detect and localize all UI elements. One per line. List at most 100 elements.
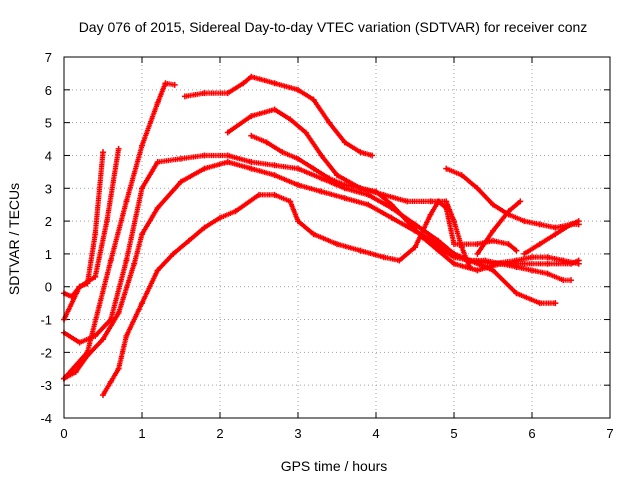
- data-point-track-5-5: [139, 185, 145, 192]
- series-layer: [61, 73, 582, 399]
- data-point-track-4-11: [248, 165, 255, 172]
- data-point-track-2-3: [103, 218, 110, 225]
- data-point-track-5-1: [76, 339, 83, 346]
- data-point-track-4-5: [131, 260, 138, 267]
- data-point-track-5-12: [295, 165, 301, 172]
- data-point-track-4-6: [139, 231, 145, 238]
- data-point-track-13-2: [552, 231, 559, 238]
- data-point-track-4-7: [154, 204, 161, 211]
- data-point-track-8-9: [404, 198, 411, 205]
- data-point-track-6-12: [271, 191, 278, 198]
- data-point-track-13-3: [568, 221, 574, 228]
- data-point-track-9-2: [279, 149, 286, 156]
- data-point-track-7-1: [201, 90, 208, 97]
- data-point-track-6-9: [217, 214, 223, 221]
- y-tick-label-1: -3: [40, 378, 52, 393]
- series-track-11: [419, 234, 574, 284]
- y-tick-label-9: 5: [45, 116, 52, 131]
- data-point-track-8-3: [287, 116, 294, 123]
- data-point-track-12-2: [505, 208, 512, 215]
- data-point-track-6-6: [170, 250, 177, 257]
- data-point-track-12-3: [517, 198, 524, 205]
- data-point-track-4-17: [388, 214, 395, 221]
- data-point-track-6-16: [334, 241, 340, 248]
- x-tick-label-3: 3: [294, 426, 301, 441]
- data-point-track-4-9: [201, 165, 208, 172]
- data-point-track-7-0: [181, 93, 188, 100]
- data-point-track-9-19: [575, 257, 582, 264]
- data-point-track-6-28: [513, 247, 520, 254]
- y-tick-label-4: 0: [45, 280, 52, 295]
- data-point-track-10-1: [458, 172, 465, 179]
- data-point-track-5-24: [552, 300, 559, 307]
- data-point-track-9-4: [310, 165, 317, 172]
- data-point-track-6-11: [256, 191, 262, 198]
- y-tick-label-6: 2: [45, 214, 52, 229]
- data-point-track-4-12: [271, 172, 278, 179]
- data-point-track-1-4: [92, 231, 99, 238]
- data-point-track-9-18: [568, 260, 574, 267]
- data-point-track-9-1: [263, 139, 270, 146]
- data-point-track-7-5: [271, 80, 278, 87]
- data-point-track-6-18: [380, 254, 387, 261]
- x-tick-label-6: 6: [528, 426, 535, 441]
- data-point-track-11-6: [513, 264, 520, 271]
- data-point-track-9-9: [388, 201, 395, 208]
- data-point-track-4-13: [295, 181, 301, 188]
- data-point-track-10-7: [552, 224, 559, 231]
- data-point-track-6-10: [232, 208, 239, 215]
- data-point-track-6-20: [412, 244, 418, 251]
- data-point-track-9-10: [404, 218, 411, 225]
- data-point-track-10-2: [474, 185, 481, 192]
- x-tick-label-5: 5: [450, 426, 457, 441]
- y-tick-label-2: -2: [40, 345, 52, 360]
- series-track-13: [521, 218, 582, 257]
- data-point-track-8-11: [443, 198, 450, 205]
- data-point-track-6-0: [100, 392, 106, 399]
- data-point-track-5-10: [248, 159, 255, 166]
- x-tick-label-4: 4: [372, 426, 379, 441]
- x-tick-label-2: 2: [216, 426, 223, 441]
- data-point-track-9-17: [544, 260, 551, 267]
- data-point-track-8-5: [318, 152, 325, 159]
- x-tick-label-7: 7: [606, 426, 613, 441]
- data-point-track-6-7: [185, 237, 192, 244]
- data-point-track-7-7: [310, 96, 317, 103]
- data-point-track-7-8: [326, 119, 333, 126]
- data-point-track-9-3: [295, 155, 301, 162]
- data-point-track-4-24: [529, 254, 535, 261]
- data-point-track-9-16: [521, 260, 528, 267]
- data-point-track-7-9: [341, 139, 348, 146]
- data-point-track-3-6: [162, 80, 169, 87]
- data-point-track-7-6: [295, 86, 301, 93]
- data-point-track-5-22: [513, 290, 520, 297]
- data-point-track-6-8: [201, 224, 208, 231]
- data-point-track-4-10: [224, 159, 231, 166]
- data-point-track-4-3: [100, 336, 106, 343]
- data-point-track-8-10: [427, 198, 434, 205]
- data-point-track-11-4: [482, 257, 489, 264]
- y-tick-label-8: 4: [45, 148, 52, 163]
- series-track-12: [474, 198, 524, 257]
- data-point-track-2-4: [115, 145, 122, 152]
- data-point-track-4-1: [72, 369, 79, 376]
- data-point-track-5-13: [318, 175, 325, 182]
- data-point-track-6-15: [310, 231, 317, 238]
- data-point-track-5-7: [178, 155, 184, 162]
- data-point-track-8-0: [224, 129, 231, 136]
- data-point-track-10-0: [443, 165, 450, 172]
- data-point-track-9-13: [451, 260, 457, 267]
- data-point-track-4-8: [178, 178, 184, 185]
- data-point-track-4-4: [115, 309, 122, 316]
- data-point-track-11-2: [451, 254, 457, 261]
- data-point-track-9-8: [373, 188, 379, 195]
- data-point-track-3-5: [154, 99, 161, 106]
- data-point-track-6-13: [287, 198, 294, 205]
- data-point-track-6-5: [154, 267, 161, 274]
- y-tick-label-7: 3: [45, 181, 52, 196]
- data-point-track-9-6: [341, 181, 348, 188]
- data-point-track-13-0: [521, 250, 528, 257]
- data-point-track-11-10: [568, 277, 574, 284]
